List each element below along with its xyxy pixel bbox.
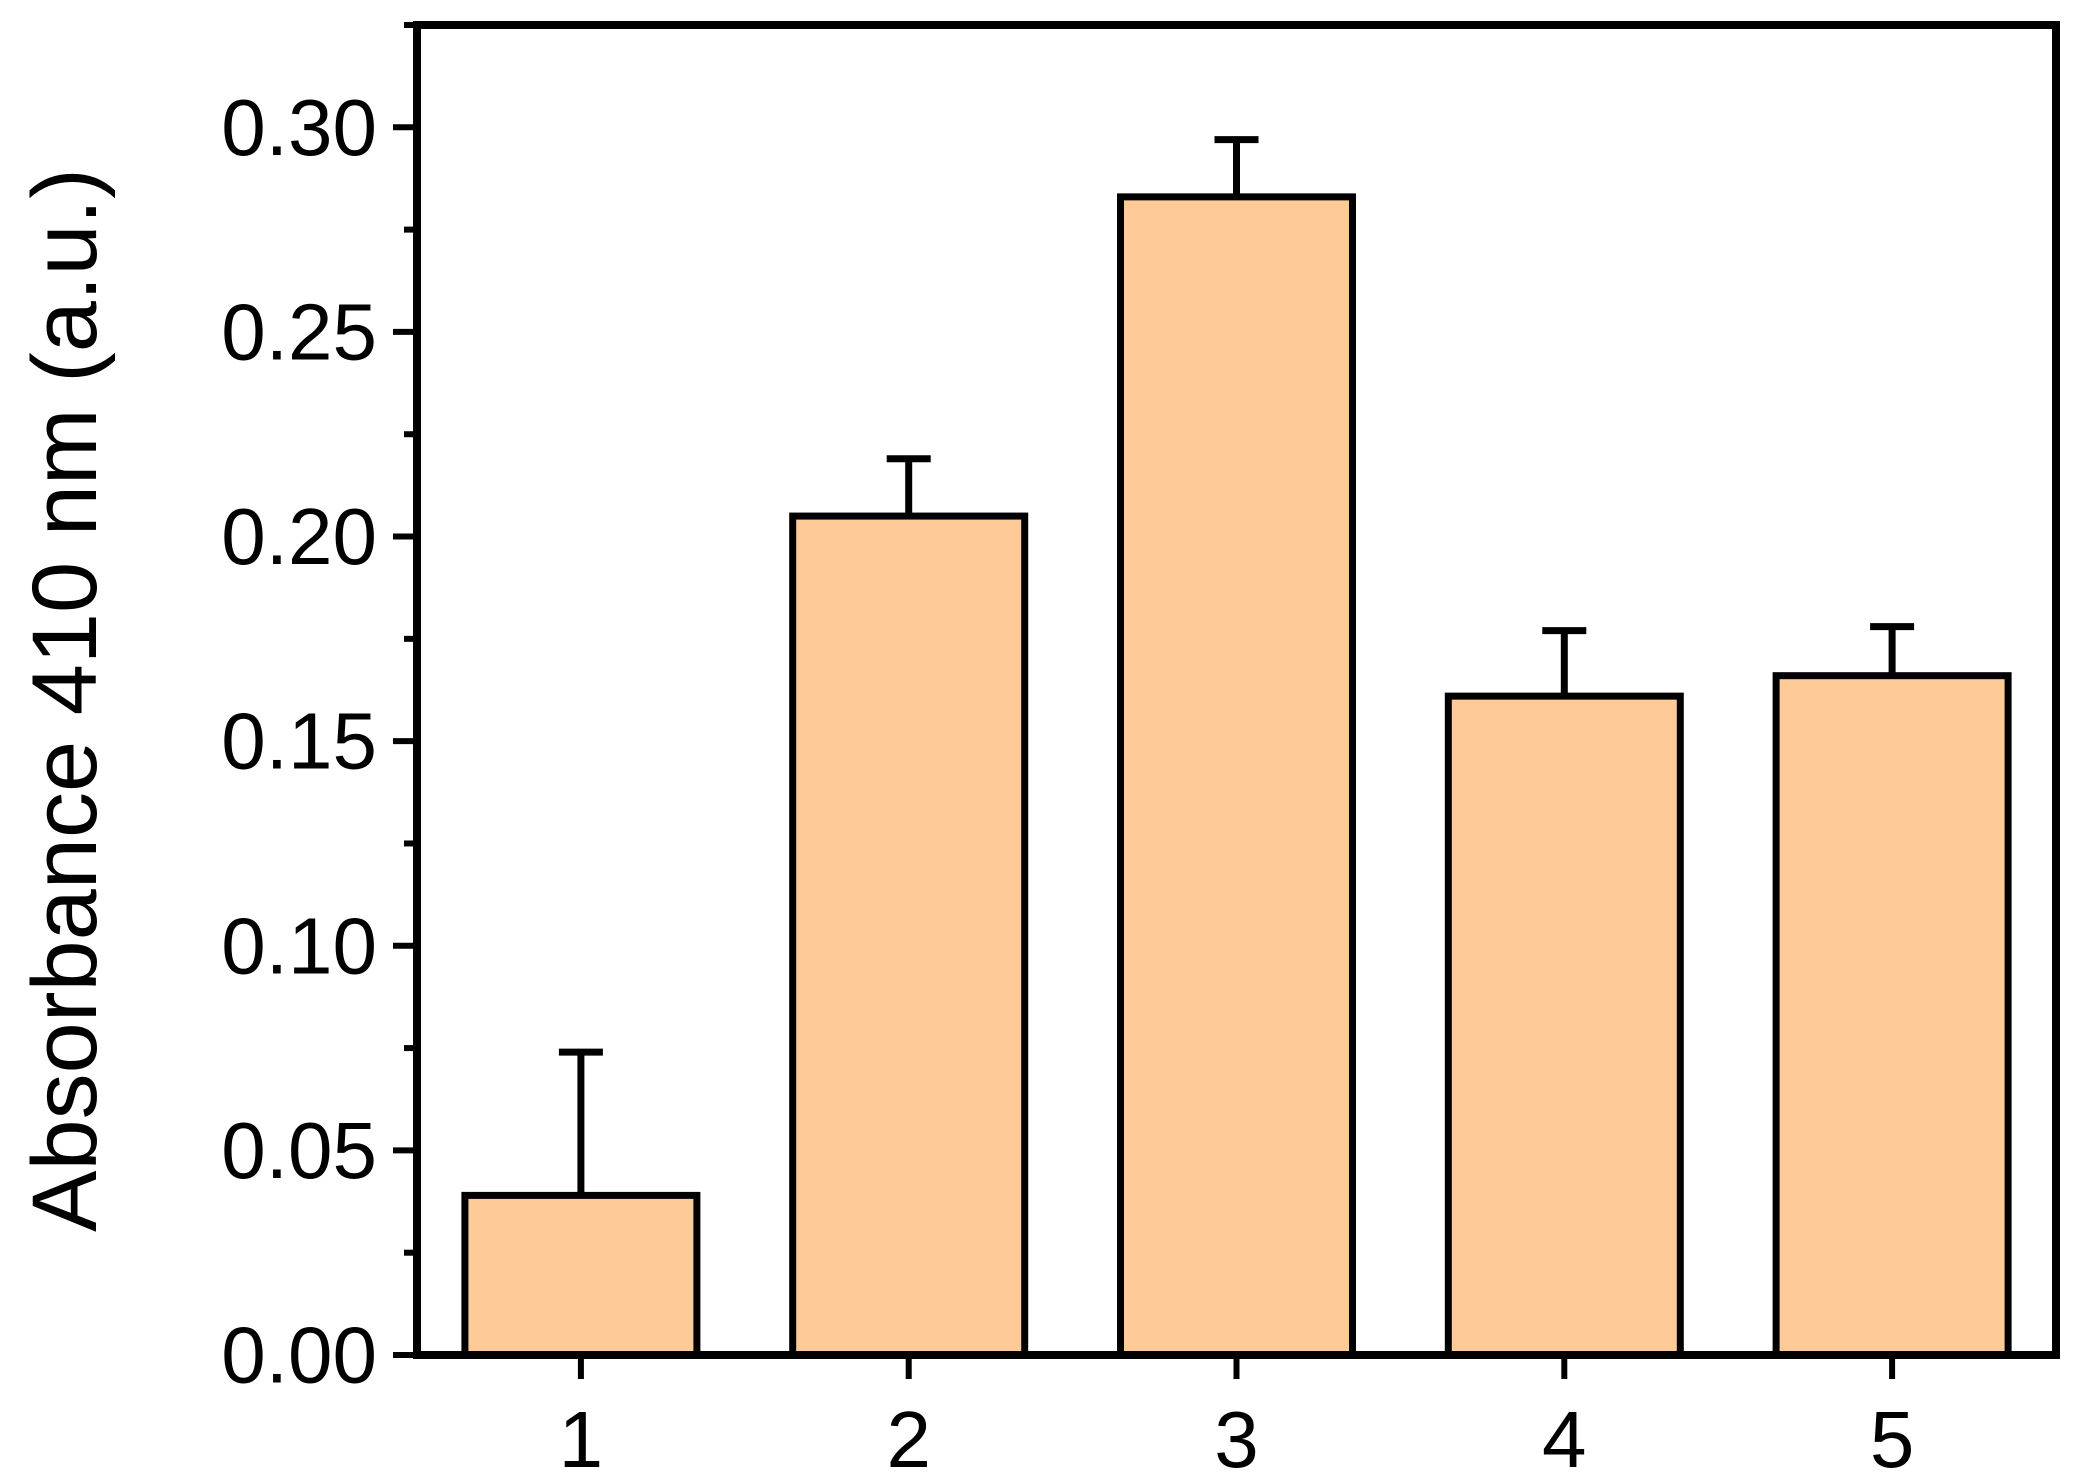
- bars: [461, 193, 2012, 1359]
- y-tick-label: 0.05: [221, 1106, 377, 1195]
- y-tick-label: 0.25: [221, 287, 377, 376]
- y-tick-label: 0.10: [221, 901, 377, 990]
- bar-5: [1772, 672, 2012, 1359]
- y-tick-labels: 0.00 0.05 0.10 0.15 0.20 0.25 0.30: [221, 83, 377, 1400]
- bar-4: [1444, 692, 1684, 1359]
- x-tick-label: 3: [1214, 1395, 1259, 1480]
- error-bars: [558, 136, 1915, 1196]
- y-axis-title: Absorbance 410 nm (a.u.): [14, 168, 116, 1232]
- x-tick-label: 5: [1870, 1395, 1915, 1480]
- x-tick-label: 4: [1542, 1395, 1587, 1480]
- y-tick-label: 0.00: [221, 1311, 377, 1400]
- x-tick-label: 2: [886, 1395, 931, 1480]
- x-tick-labels: 1 2 3 4 5: [559, 1395, 1915, 1480]
- plot-frame: [413, 21, 2060, 1359]
- y-tick-label: 0.20: [221, 492, 377, 581]
- bar-2: [789, 512, 1029, 1359]
- y-tick-label: 0.15: [221, 697, 377, 786]
- bar-3: [1117, 193, 1356, 1359]
- bar-1: [461, 1191, 701, 1359]
- y-tick-label: 0.30: [221, 83, 377, 172]
- x-tick-label: 1: [559, 1395, 604, 1480]
